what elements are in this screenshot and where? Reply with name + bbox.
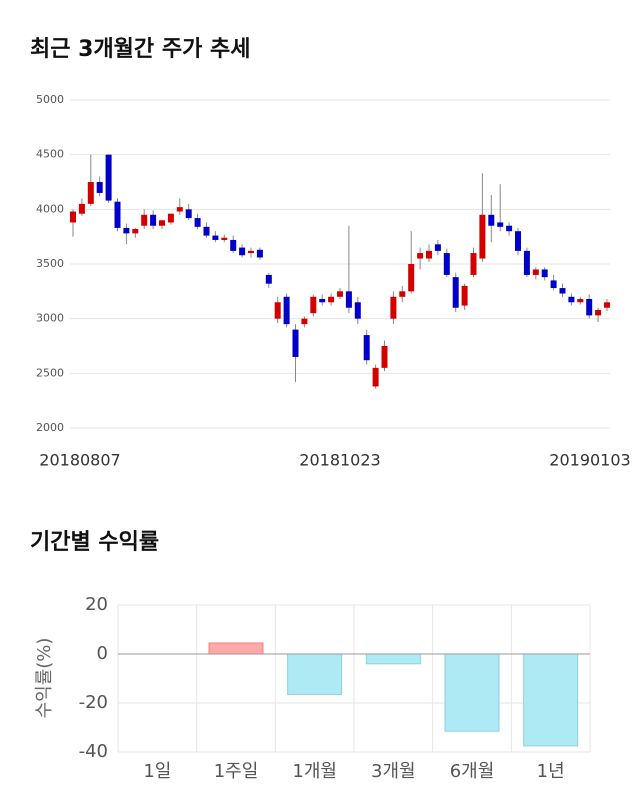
candle-body xyxy=(345,291,352,308)
candle-body xyxy=(586,298,593,316)
candle-body xyxy=(577,298,584,303)
candle-body xyxy=(604,302,610,308)
candle-body xyxy=(363,335,370,361)
x-tick-label: 20181023 xyxy=(299,451,380,470)
candle-body xyxy=(568,296,575,303)
x-tick-label: 6개월 xyxy=(450,761,495,782)
bar xyxy=(365,653,421,665)
candle-body xyxy=(479,214,486,259)
candle-body xyxy=(515,231,521,251)
candle-body xyxy=(506,225,513,232)
candle-body xyxy=(550,280,557,289)
y-tick-label: 4500 xyxy=(36,148,64,161)
candle-body xyxy=(265,274,272,284)
candle-body xyxy=(105,154,112,201)
y-tick-label: 20 xyxy=(85,594,108,615)
y-tick-label: -20 xyxy=(79,692,108,713)
bar xyxy=(444,653,500,732)
x-tick-label: 1개월 xyxy=(292,761,337,782)
x-tick-label: 1일 xyxy=(143,761,171,782)
candle-body xyxy=(532,269,539,275)
y-tick-label: 0 xyxy=(97,643,108,664)
candle-body xyxy=(292,329,299,357)
candle-body xyxy=(452,277,459,308)
candle-body xyxy=(337,291,343,297)
candle-body xyxy=(114,201,121,228)
candle-body xyxy=(78,203,85,214)
candle-body xyxy=(176,207,183,212)
candle-body xyxy=(319,298,326,303)
candle-body xyxy=(96,182,103,193)
candle-body xyxy=(185,209,192,219)
candle-body xyxy=(150,214,157,226)
candle-body xyxy=(301,318,308,325)
candle-body xyxy=(221,237,228,240)
candle-body xyxy=(523,250,530,275)
candle-body xyxy=(372,367,379,387)
candle-body xyxy=(87,182,94,204)
candle-body xyxy=(167,213,174,223)
y-tick-label: 5000 xyxy=(36,93,64,106)
x-tick-label: 1년 xyxy=(537,761,565,782)
candle-body xyxy=(70,211,76,223)
candle-body xyxy=(328,296,335,303)
section-title: 최근 3개월간 주가 추세 xyxy=(30,37,250,62)
candle-body xyxy=(399,291,406,297)
candle-body xyxy=(443,253,450,275)
candle-body xyxy=(497,222,504,227)
candle-body xyxy=(595,309,602,316)
section-title: 기간별 수익률 xyxy=(30,530,159,555)
bar xyxy=(208,642,264,655)
bar xyxy=(287,653,343,695)
y-tick-label: 2000 xyxy=(36,421,64,434)
candle-body xyxy=(541,269,548,278)
candle-body xyxy=(239,247,246,256)
x-tick-label: 1주일 xyxy=(214,761,259,782)
bar xyxy=(523,653,579,747)
candle-body xyxy=(434,244,441,251)
x-tick-label: 20180807 xyxy=(39,451,120,470)
candle-body xyxy=(159,220,165,226)
candle-body xyxy=(390,296,397,319)
candle-body xyxy=(417,253,424,259)
y-tick-label: 3500 xyxy=(36,257,64,270)
y-axis-label: 수익률(%) xyxy=(34,638,55,719)
candle-body xyxy=(274,302,281,319)
x-tick-label: 3개월 xyxy=(371,761,416,782)
candle-body xyxy=(194,218,201,227)
y-tick-label: -40 xyxy=(79,741,108,762)
candle-body xyxy=(256,249,263,258)
candle-body xyxy=(426,250,432,259)
candle-body xyxy=(283,296,290,325)
candle-body xyxy=(212,235,219,240)
candle-body xyxy=(559,288,566,294)
candle-body xyxy=(381,346,388,368)
candle-body xyxy=(141,214,148,226)
candle-body xyxy=(248,250,254,254)
y-tick-label: 4000 xyxy=(36,202,64,215)
y-tick-label: 3000 xyxy=(36,312,64,325)
candle-body xyxy=(123,227,130,234)
candle-body xyxy=(203,226,210,236)
candle-body xyxy=(470,253,477,275)
candle-body xyxy=(310,296,317,314)
candle-body xyxy=(132,229,139,234)
candle-body xyxy=(408,264,415,292)
y-tick-label: 2500 xyxy=(36,366,64,379)
candle-body xyxy=(488,214,495,226)
x-tick-label: 20190103 xyxy=(549,451,630,470)
candle-body xyxy=(230,239,237,251)
candle-body xyxy=(354,302,361,319)
candle-body xyxy=(461,285,468,306)
